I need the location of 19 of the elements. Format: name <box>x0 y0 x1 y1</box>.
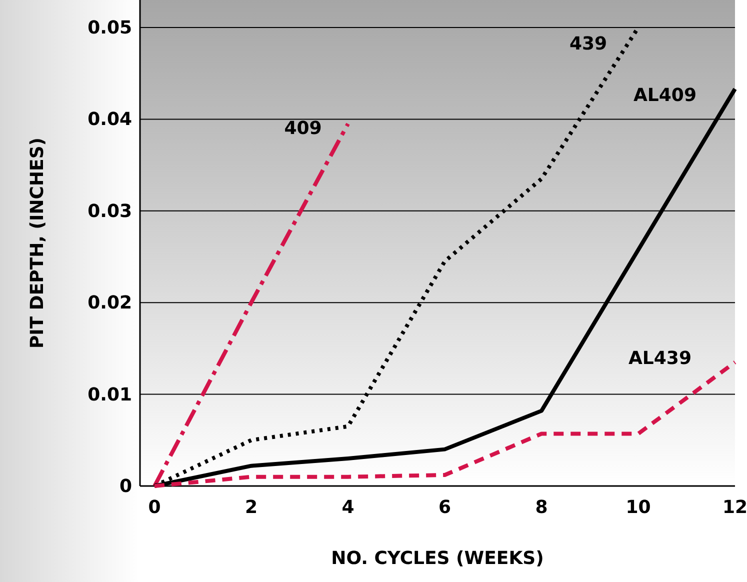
series-label: 409 <box>284 118 322 139</box>
x-tick-label: 10 <box>626 497 651 518</box>
series-label: 439 <box>569 34 608 55</box>
y-tick-label: 0.02 <box>88 292 132 314</box>
x-axis-title: NO. CYCLES (WEEKS) <box>331 548 544 569</box>
x-tick-label: 12 <box>722 497 747 518</box>
series-label: AL409 <box>634 84 696 106</box>
x-tick-label: 0 <box>148 497 161 518</box>
x-tick-label: 6 <box>438 497 452 518</box>
y-tick-label: 0.03 <box>88 200 132 222</box>
y-tick-label: 0.05 <box>88 18 132 39</box>
series-label: AL439 <box>628 348 692 370</box>
y-tick-label: 0.01 <box>88 384 132 406</box>
y-tick-label: 0.04 <box>88 109 132 130</box>
x-tick-label: 4 <box>342 497 354 518</box>
y-tick-label: 0 <box>119 476 132 497</box>
x-tick-label: 2 <box>244 497 258 518</box>
y-axis-title: PIT DEPTH, (INCHES) <box>27 137 48 349</box>
x-tick-label: 8 <box>535 497 548 518</box>
